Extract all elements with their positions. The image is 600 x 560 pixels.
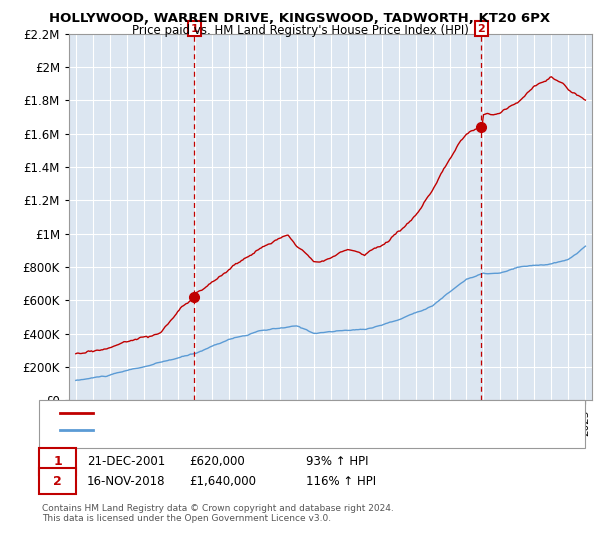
- Text: 1: 1: [53, 455, 62, 468]
- Text: 2: 2: [53, 474, 62, 488]
- Text: Contains HM Land Registry data © Crown copyright and database right 2024.
This d: Contains HM Land Registry data © Crown c…: [42, 504, 394, 524]
- Text: 93% ↑ HPI: 93% ↑ HPI: [306, 455, 368, 468]
- Text: Price paid vs. HM Land Registry's House Price Index (HPI): Price paid vs. HM Land Registry's House …: [131, 24, 469, 36]
- Text: 2: 2: [478, 24, 485, 34]
- Text: HOLLYWOOD, WARREN DRIVE, KINGSWOOD, TADWORTH, KT20 6PX (detached house): HOLLYWOOD, WARREN DRIVE, KINGSWOOD, TADW…: [99, 408, 566, 418]
- Text: 1: 1: [190, 24, 198, 34]
- Text: HPI: Average price, detached house, Reigate and Banstead: HPI: Average price, detached house, Reig…: [99, 425, 422, 435]
- Text: 116% ↑ HPI: 116% ↑ HPI: [306, 474, 376, 488]
- Text: HOLLYWOOD, WARREN DRIVE, KINGSWOOD, TADWORTH, KT20 6PX: HOLLYWOOD, WARREN DRIVE, KINGSWOOD, TADW…: [49, 12, 551, 25]
- Text: £620,000: £620,000: [189, 455, 245, 468]
- Text: 16-NOV-2018: 16-NOV-2018: [87, 474, 166, 488]
- Text: £1,640,000: £1,640,000: [189, 474, 256, 488]
- Text: 21-DEC-2001: 21-DEC-2001: [87, 455, 165, 468]
